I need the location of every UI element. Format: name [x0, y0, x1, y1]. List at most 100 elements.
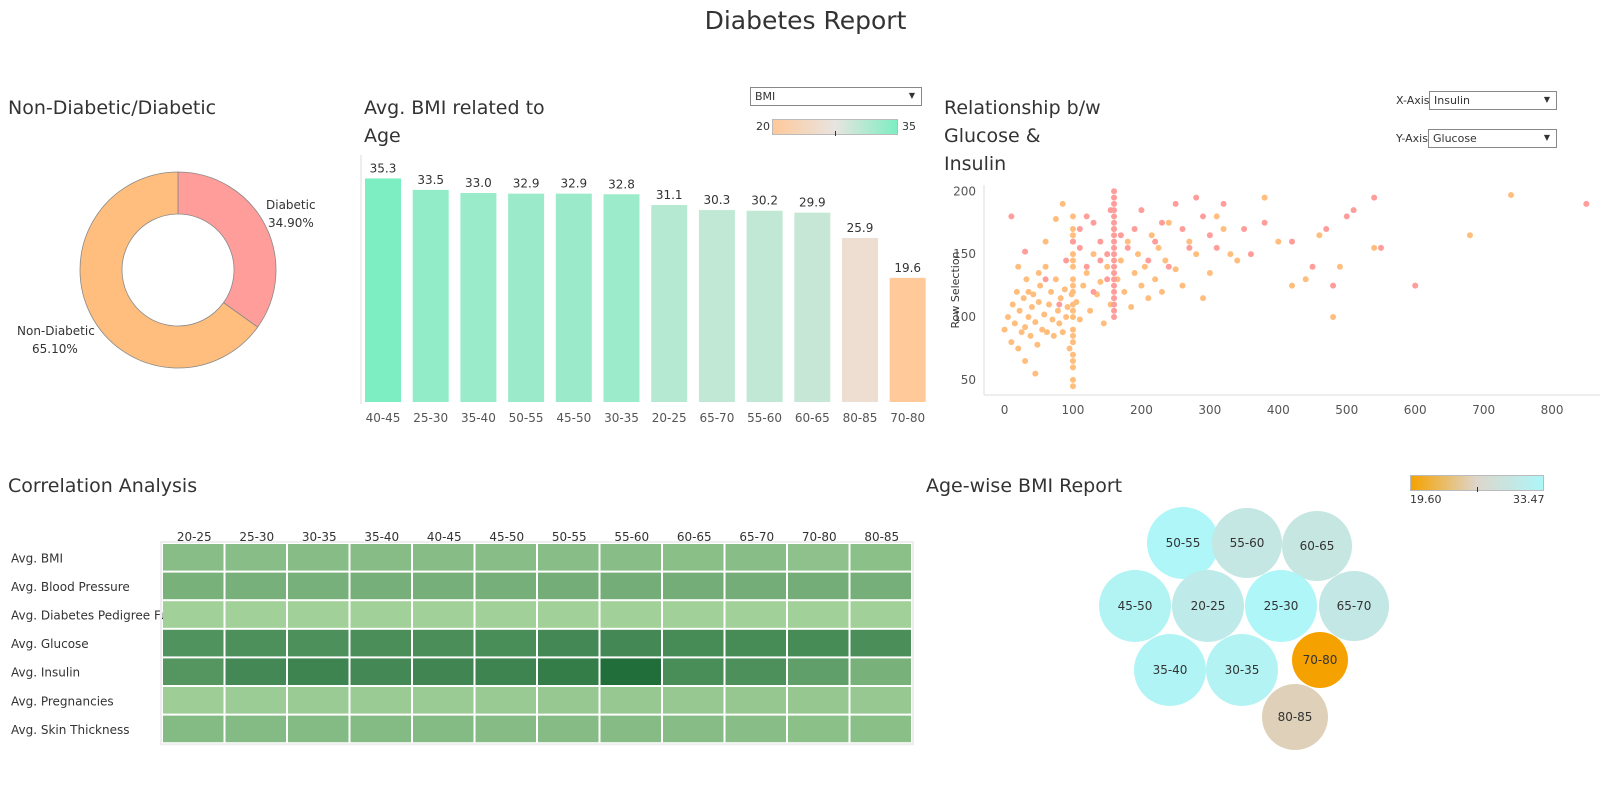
scatter-point	[1069, 358, 1076, 365]
heatmap-cell	[663, 544, 724, 571]
y-axis-select[interactable]: Glucose ▼	[1428, 129, 1557, 148]
bar-category-label: 55-60	[747, 411, 782, 425]
scatter-point	[1025, 314, 1032, 321]
heatmap-column-label: 35-40	[364, 530, 399, 544]
bar-category-label: 30-35	[604, 411, 639, 425]
scatter-point	[1350, 207, 1357, 214]
scatter-point	[1343, 213, 1350, 220]
scatter-point	[1069, 238, 1076, 245]
donut-value-diabetic: 34.90%	[268, 216, 314, 230]
scatter-point	[1145, 257, 1152, 264]
scatter-y-tick-label: 200	[953, 184, 976, 198]
heatmap-cell	[413, 601, 474, 628]
bubble-label: 20-25	[1191, 599, 1226, 613]
scatter-point	[1008, 213, 1015, 220]
heatmap-cell	[225, 715, 286, 743]
scatter-point	[1063, 314, 1070, 321]
scatter-point	[1152, 238, 1159, 245]
heatmap-row-label: Avg. Skin Thickness	[11, 723, 129, 737]
heatmap-cell	[350, 715, 411, 743]
donut-value-non-diabetic: 65.10%	[32, 342, 78, 356]
bubble-50-55	[1147, 507, 1219, 579]
scatter-point	[1186, 244, 1193, 251]
scatter-point	[1048, 288, 1055, 295]
heatmap-cell	[600, 715, 661, 743]
scatter-point	[1111, 295, 1118, 302]
scatter-x-tick-label: 500	[1335, 403, 1358, 417]
heatmap-cell	[850, 544, 911, 571]
heatmap-cell	[413, 715, 474, 743]
scatter-point	[1073, 298, 1080, 305]
scatter-point	[1172, 266, 1179, 273]
scatter-point	[1027, 332, 1034, 339]
heatmap-column-label: 45-50	[489, 530, 524, 544]
bar-50-55	[508, 193, 545, 402]
scatter-point	[1131, 270, 1138, 277]
scatter-x-tick-label: 200	[1130, 403, 1153, 417]
heatmap-cell	[350, 544, 411, 571]
scatter-point	[1158, 288, 1165, 295]
scatter-x-tick-label: 300	[1198, 403, 1221, 417]
heatmap-cell	[225, 629, 286, 657]
scatter-point	[1309, 263, 1316, 270]
scatter-point	[1042, 238, 1049, 245]
heatmap-cell	[663, 687, 724, 714]
scatter-point	[1155, 244, 1162, 251]
scatter-point	[1083, 213, 1090, 220]
donut-chart-title: Non-Diabetic/Diabetic	[8, 97, 217, 119]
heatmap-cell	[850, 687, 911, 714]
scatter-point	[1135, 251, 1141, 258]
scatter-point	[1227, 251, 1234, 258]
bubble-chart: 50-55 55-60 60-65 45-50 20-25 25-30 65-70 35-40…	[1099, 507, 1389, 750]
heatmap-cell	[725, 687, 786, 714]
scatter-point	[1162, 257, 1169, 264]
bubble-45-50	[1099, 570, 1171, 642]
scatter-point	[1179, 226, 1186, 233]
heatmap-cell	[475, 715, 536, 743]
scatter-point	[1247, 251, 1254, 258]
bubble-label: 45-50	[1118, 599, 1153, 613]
bar-category-label: 65-70	[699, 411, 734, 425]
heatmap-row-label: Avg. Pregnancies	[11, 694, 114, 708]
scatter-point	[1111, 188, 1118, 195]
correlation-title: Correlation Analysis	[8, 475, 198, 497]
scatter-point	[1042, 276, 1049, 283]
heatmap-cell	[788, 629, 849, 657]
heatmap-column-label: 25-30	[239, 530, 274, 544]
scatter-point	[1032, 370, 1039, 377]
heatmap-cell	[538, 544, 599, 571]
bmi-measure-select[interactable]: BMI ▼	[750, 87, 922, 106]
heatmap-cell	[788, 715, 849, 743]
scatter-point	[1111, 232, 1118, 239]
heatmap-column-label: 55-60	[614, 530, 649, 544]
scatter-point	[1371, 194, 1378, 201]
bar-45-50	[555, 193, 592, 402]
scatter-point	[1004, 314, 1011, 321]
scatter-point	[1241, 226, 1248, 233]
scatter-point	[1213, 244, 1220, 251]
x-axis-select[interactable]: Insulin ▼	[1429, 91, 1557, 110]
scatter-point	[1061, 286, 1068, 293]
heatmap-cell	[350, 629, 411, 657]
heatmap-cell	[663, 601, 724, 628]
chevron-down-icon: ▼	[1543, 133, 1550, 142]
scatter-point	[1141, 263, 1148, 270]
scatter-point	[1030, 291, 1037, 298]
scatter-point	[1186, 238, 1193, 245]
bar-value-label: 30.2	[751, 194, 778, 208]
scatter-point	[1076, 244, 1083, 251]
scatter-point	[1377, 244, 1384, 251]
bar-65-70	[698, 210, 735, 402]
scatter-point	[1069, 282, 1076, 289]
bar-40-45	[365, 178, 401, 402]
scatter-point	[1261, 219, 1268, 226]
heatmap-cell	[538, 658, 599, 685]
bar-25-30	[412, 189, 449, 402]
scatter-point	[1275, 238, 1282, 245]
bmi-bar-chart: 35.3 40-45 33.5 25-30 33.0 35-40 32.9 50-55 32.9…	[360, 155, 926, 425]
bubble-color-legend	[1410, 475, 1544, 492]
scatter-point	[1172, 200, 1179, 207]
heatmap-cell	[225, 687, 286, 714]
bar-category-label: 80-85	[843, 411, 878, 425]
scatter-point	[1104, 251, 1111, 258]
